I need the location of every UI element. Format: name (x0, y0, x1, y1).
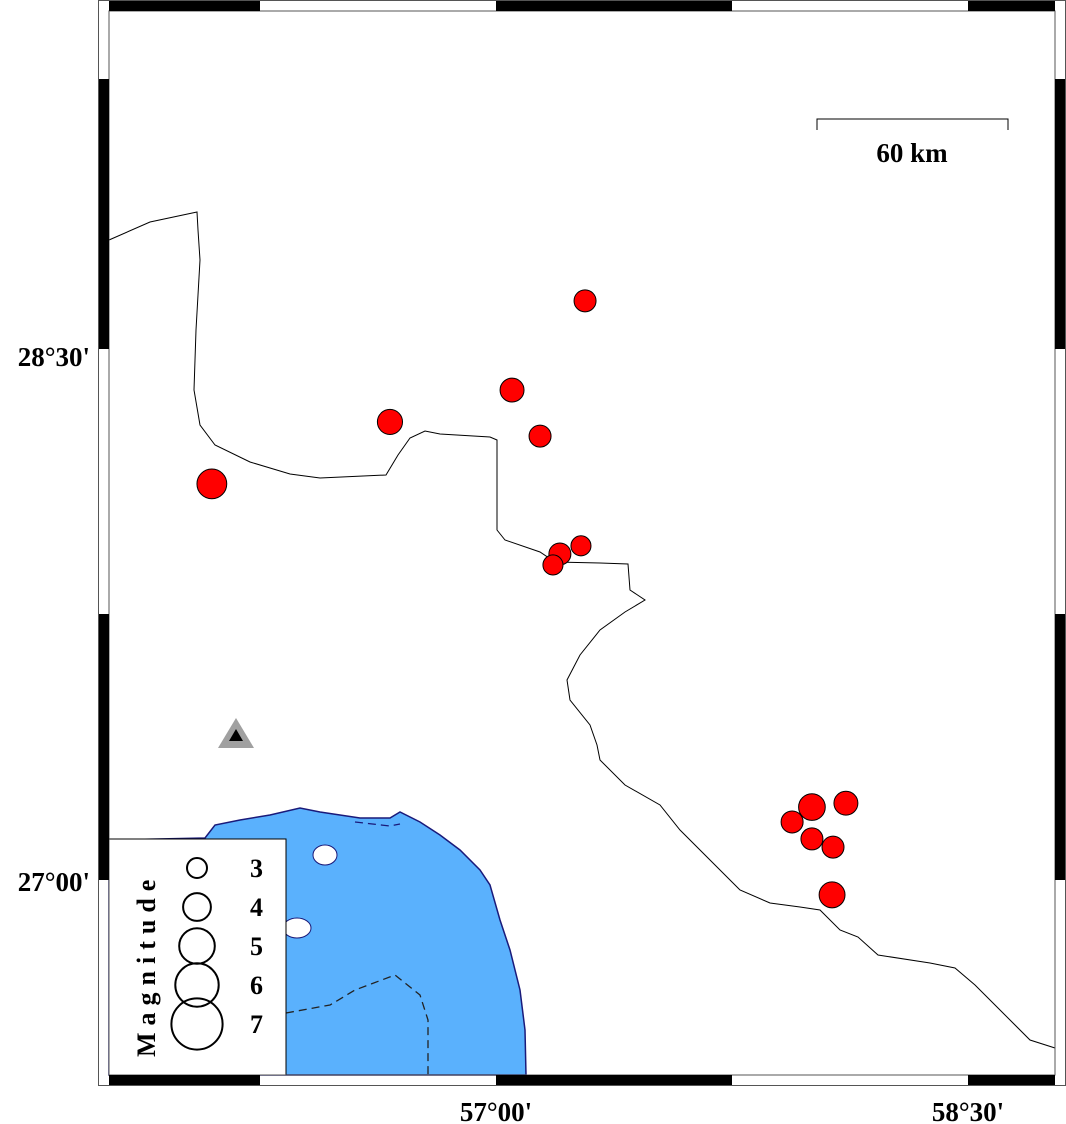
earthquake-marker (800, 827, 824, 851)
earthquake-marker (780, 810, 804, 834)
station-triangle-icon (218, 718, 254, 748)
legend-circle (182, 892, 212, 922)
lat-label-28-30: 28°30' (18, 342, 90, 372)
legend-label: 4 (250, 893, 263, 922)
maritime-boundary (285, 974, 429, 1075)
earthquake-marker (833, 790, 859, 816)
earthquake-marker (818, 881, 846, 909)
lon-label-58-30: 58°30' (932, 1097, 1004, 1124)
legend-title: Magnitude (132, 873, 161, 1057)
scale-bar: 60 km (816, 118, 1009, 168)
island (282, 917, 312, 939)
legend-circle (170, 997, 224, 1051)
legend-label: 6 (250, 971, 263, 1000)
scale-bar-label: 60 km (876, 138, 948, 168)
maritime-boundary (354, 821, 401, 827)
earthquake-marker (798, 793, 826, 821)
frame-segment (99, 79, 109, 349)
frame-segment (1055, 79, 1065, 349)
frame-segment (496, 1, 732, 11)
frame-segment (1055, 614, 1065, 880)
earthquake-marker (542, 554, 564, 576)
frame-segment (496, 1075, 732, 1085)
frame-segment (109, 1075, 260, 1085)
legend-circle (186, 857, 208, 879)
earthquake-marker (499, 377, 525, 403)
island (312, 844, 338, 866)
earthquake-marker (821, 835, 845, 859)
province-boundary (108, 211, 1056, 1049)
frame-segment (968, 1075, 1055, 1085)
frame-segment (99, 614, 109, 880)
legend: Magnitude 3 4 5 6 7 (108, 838, 287, 1076)
earthquake-marker (573, 289, 597, 313)
earthquake-marker (376, 408, 404, 435)
earthquake-marker (528, 424, 552, 448)
frame-segment (968, 1, 1055, 11)
earthquake-marker (196, 468, 228, 500)
legend-label: 3 (250, 854, 263, 883)
earthquakes-layer (196, 289, 859, 909)
legend-circle (174, 962, 220, 1008)
lat-label-27-00: 27°00' (18, 867, 90, 897)
legend-label: 7 (250, 1010, 263, 1039)
earthquake-marker (570, 535, 592, 557)
frame-segment (109, 1, 260, 11)
legend-label: 5 (250, 932, 263, 961)
lon-label-57-00: 57°00' (460, 1097, 532, 1124)
